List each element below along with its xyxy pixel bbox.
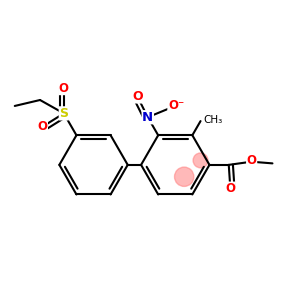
Text: O: O <box>59 82 69 94</box>
Text: CH₃: CH₃ <box>203 115 223 124</box>
Ellipse shape <box>175 167 194 186</box>
Text: O: O <box>225 182 235 195</box>
Text: O: O <box>38 120 47 133</box>
Text: N: N <box>142 111 153 124</box>
Text: O: O <box>132 90 143 103</box>
Text: O⁻: O⁻ <box>168 99 184 112</box>
Text: O: O <box>247 154 256 167</box>
Text: S: S <box>59 107 68 120</box>
Ellipse shape <box>193 153 208 168</box>
